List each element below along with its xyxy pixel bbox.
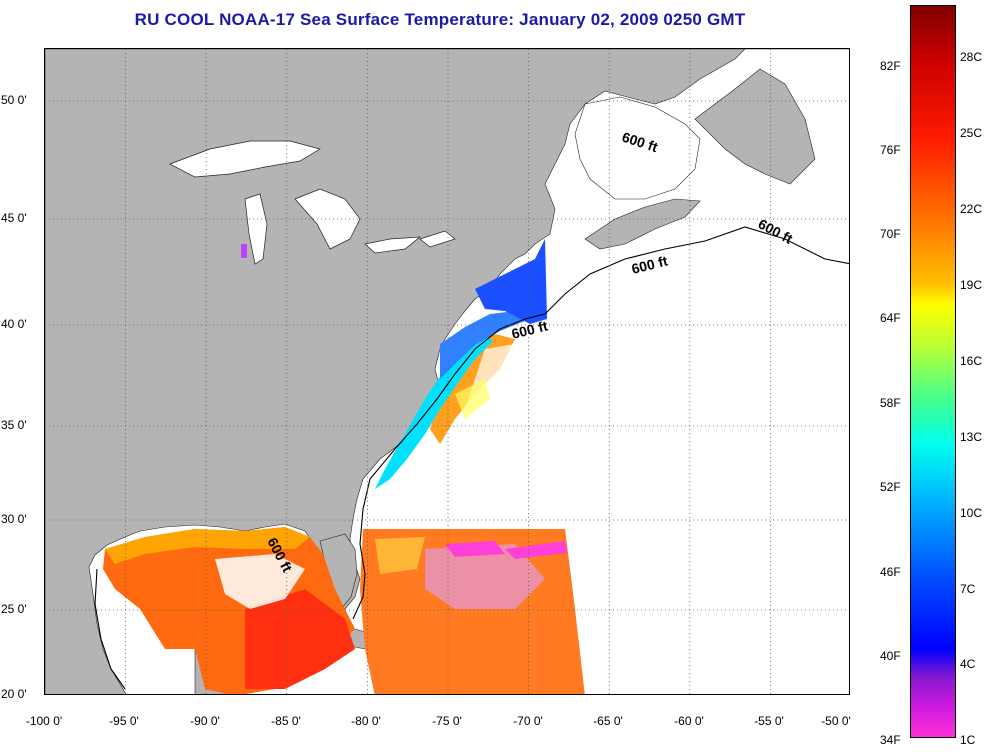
lon-label-50w: -50 0' <box>821 714 851 728</box>
colorbar-f-70: 70F <box>880 227 901 241</box>
land-newfoundland <box>694 68 816 185</box>
colorbar-c-7: 7C <box>960 582 976 596</box>
colorbar-f-40: 40F <box>880 649 901 663</box>
colorbar-c-4: 4C <box>960 657 976 671</box>
temperature-colorbar <box>910 5 956 738</box>
great-lakes <box>169 140 456 265</box>
colorbar-f-52: 52F <box>880 480 901 494</box>
lat-label-20n: 20 0' <box>1 687 27 701</box>
colorbar-f-64: 64F <box>880 311 901 325</box>
lon-label-70w: -70 0' <box>513 714 543 728</box>
lat-label-45n: 45 0' <box>1 211 27 225</box>
lat-label-50n: 50 0' <box>1 93 27 107</box>
lon-label-65w: -65 0' <box>593 714 623 728</box>
bathymetry-contour-600ft <box>94 226 849 690</box>
colorbar-c-22: 22C <box>960 202 983 216</box>
sst-map: 600 ft 600 ft 600 ft 600 ft 600 ft <box>44 48 850 695</box>
lon-label-95w: -95 0' <box>109 714 139 728</box>
colorbar-c-16: 16C <box>960 354 983 368</box>
lon-label-80w: -80 0' <box>351 714 381 728</box>
lat-label-40n: 40 0' <box>1 317 27 331</box>
lon-label-75w: -75 0' <box>432 714 462 728</box>
colorbar-f-34: 34F <box>880 733 901 747</box>
colorbar-f-46: 46F <box>880 565 901 579</box>
contour-label-2: 600 ft <box>756 216 796 247</box>
lon-label-85w: -85 0' <box>271 714 301 728</box>
lake-michigan-sample <box>241 244 247 258</box>
sst-gulf-stream <box>375 239 555 489</box>
colorbar-c-10: 10C <box>960 506 983 520</box>
sst-gulf-of-mexico <box>103 527 355 694</box>
lat-label-35n: 35 0' <box>1 418 27 432</box>
lat-label-25n: 25 0' <box>1 602 27 616</box>
lon-label-60w: -60 0' <box>674 714 704 728</box>
lon-label-100w: -100 0' <box>25 714 63 728</box>
colorbar-c-19: 19C <box>960 278 983 292</box>
colorbar-c-13: 13C <box>960 430 983 444</box>
land-nova-scotia <box>584 198 701 250</box>
lat-label-30n: 30 0' <box>1 512 27 526</box>
lon-label-55w: -55 0' <box>754 714 784 728</box>
lon-label-90w: -90 0' <box>190 714 220 728</box>
colorbar-c-28: 28C <box>960 50 983 64</box>
colorbar-f-76: 76F <box>880 143 901 157</box>
gulf-st-lawrence <box>574 96 701 200</box>
map-title: RU COOL NOAA-17 Sea Surface Temperature:… <box>134 10 746 29</box>
sst-atlantic-south <box>360 529 585 694</box>
colorbar-f-82: 82F <box>880 59 901 73</box>
colorbar-c-25: 25C <box>960 126 983 140</box>
colorbar-f-58: 58F <box>880 396 901 410</box>
colorbar-c-1: 1C <box>960 733 976 747</box>
